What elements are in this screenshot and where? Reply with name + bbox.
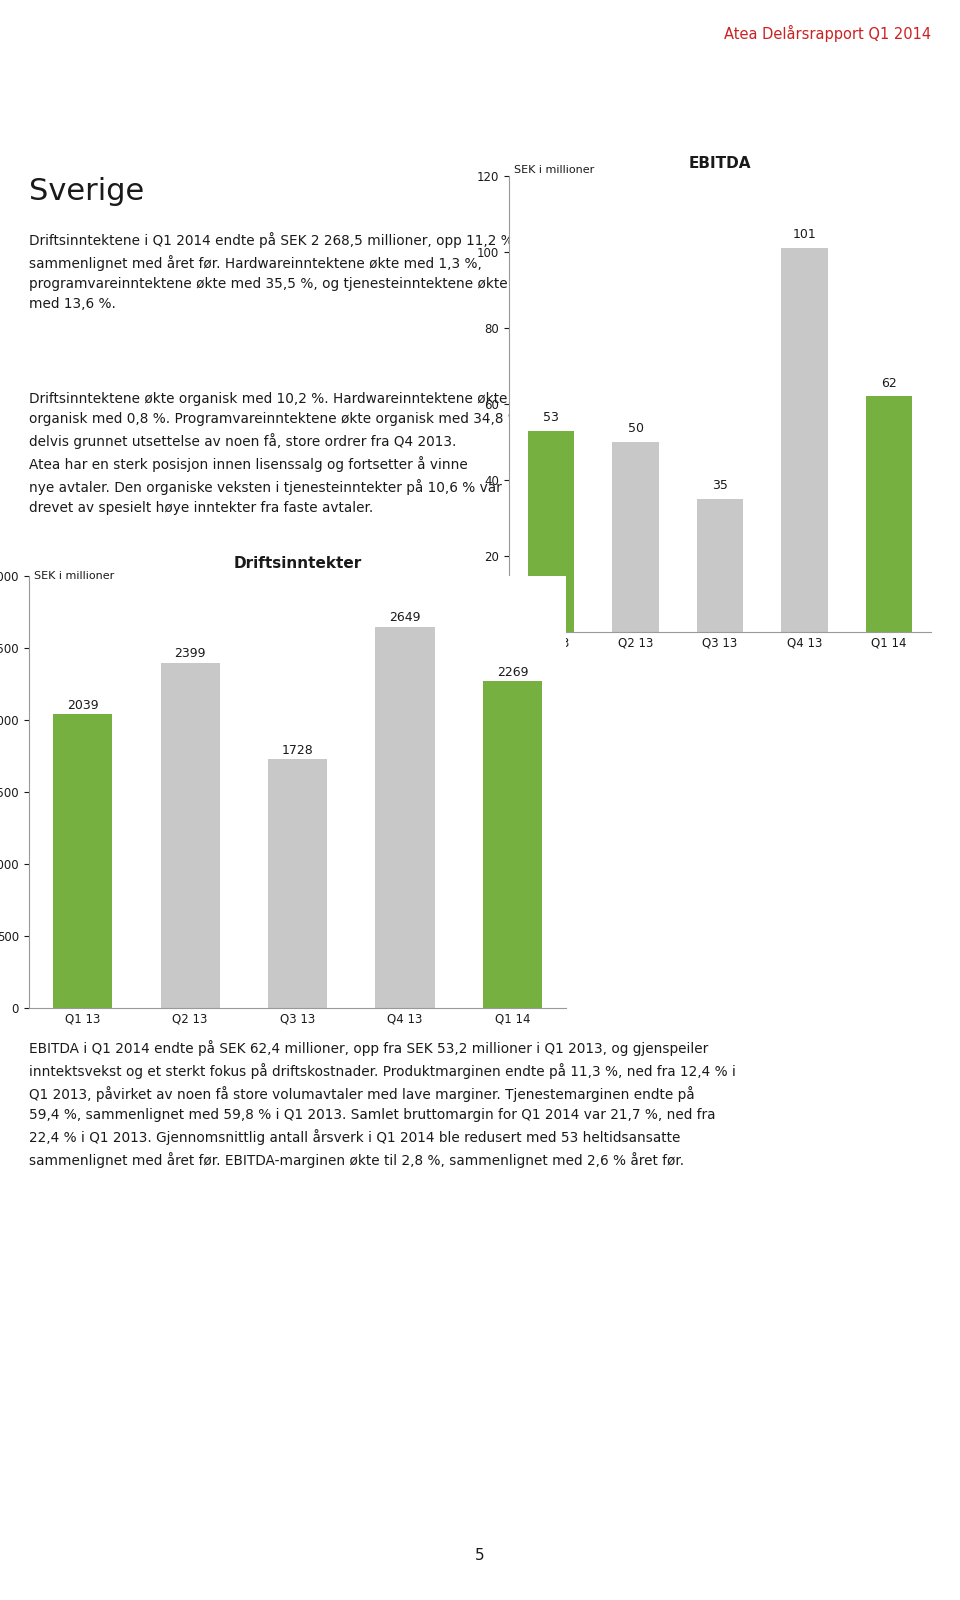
Bar <box>53 714 112 1008</box>
Bar <box>160 662 220 1008</box>
Text: 1728: 1728 <box>281 744 314 757</box>
Text: Atea Delårsrapport Q1 2014: Atea Delårsrapport Q1 2014 <box>724 26 931 42</box>
Text: 2649: 2649 <box>389 611 420 624</box>
Bar <box>697 499 743 632</box>
Text: 5: 5 <box>475 1547 485 1563</box>
Text: 2039: 2039 <box>67 699 99 712</box>
Bar <box>612 442 659 632</box>
Text: Driftsinntektene økte organisk med 10,2 %. Hardwareinntektene økte
organisk med : Driftsinntektene økte organisk med 10,2 … <box>29 392 525 515</box>
Text: Driftsinntektene i Q1 2014 endte på SEK 2 268,5 millioner, opp 11,2 %
sammenlign: Driftsinntektene i Q1 2014 endte på SEK … <box>29 232 514 310</box>
Text: 35: 35 <box>712 478 728 493</box>
Title: EBITDA: EBITDA <box>688 155 752 171</box>
Text: EBITDA i Q1 2014 endte på SEK 62,4 millioner, opp fra SEK 53,2 millioner i Q1 20: EBITDA i Q1 2014 endte på SEK 62,4 milli… <box>29 1040 735 1168</box>
Bar <box>483 682 542 1008</box>
Text: 2399: 2399 <box>175 646 206 659</box>
Text: SEK i millioner: SEK i millioner <box>34 571 114 581</box>
Text: 101: 101 <box>793 229 816 242</box>
Text: 62: 62 <box>881 376 897 389</box>
Bar <box>528 430 574 632</box>
Text: 50: 50 <box>628 422 643 435</box>
Text: SEK i millioner: SEK i millioner <box>514 165 594 174</box>
Title: Driftsinntekter: Driftsinntekter <box>233 555 362 571</box>
Text: 53: 53 <box>543 411 559 424</box>
Text: Sverige: Sverige <box>29 176 144 205</box>
Bar <box>375 627 435 1008</box>
Bar <box>781 248 828 632</box>
Text: 2269: 2269 <box>496 666 528 678</box>
Bar <box>866 397 912 632</box>
Bar <box>268 758 327 1008</box>
